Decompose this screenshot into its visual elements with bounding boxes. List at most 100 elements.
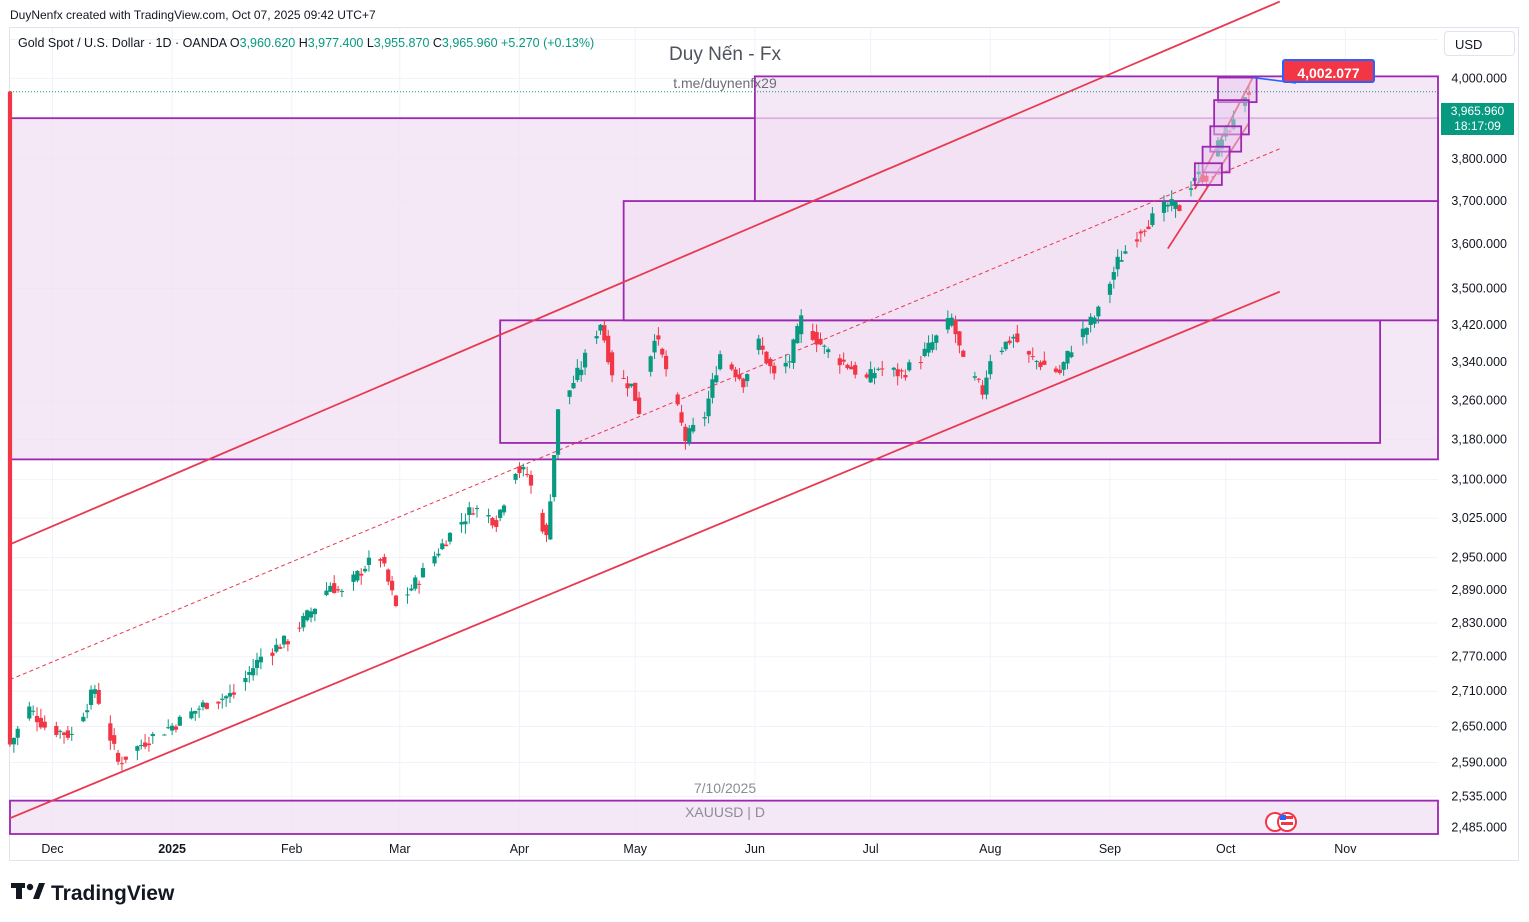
candle-body xyxy=(220,698,225,700)
candle-body xyxy=(1084,328,1089,335)
tradingview-logo[interactable]: TradingView xyxy=(11,881,174,907)
candle-body xyxy=(872,372,877,379)
us-flag-icon[interactable] xyxy=(1263,812,1303,839)
candle-body xyxy=(575,367,580,381)
currency-button[interactable]: USD xyxy=(1444,31,1515,56)
candle-body xyxy=(112,735,117,744)
candle-body xyxy=(733,369,738,377)
candle-body xyxy=(297,627,302,629)
candle-body xyxy=(1015,333,1020,343)
candle-body xyxy=(351,574,356,582)
candle-body xyxy=(544,524,549,536)
candle-body xyxy=(675,394,680,405)
candle-body xyxy=(764,351,769,364)
candle-body xyxy=(930,342,935,350)
ohlc-legend[interactable]: Gold Spot / U.S. Dollar · 1D · OANDA O3,… xyxy=(18,36,594,50)
candle-body xyxy=(65,730,70,738)
candle-body xyxy=(142,742,148,747)
candle-body xyxy=(660,348,665,355)
zone-box xyxy=(753,75,1439,202)
candle-body xyxy=(984,377,989,395)
close-value: 3,965.960 xyxy=(441,36,498,50)
candle-body xyxy=(1092,317,1097,324)
candle-body xyxy=(683,426,688,442)
x-axis-label: Feb xyxy=(281,842,303,856)
candle-body xyxy=(169,725,175,731)
candle-body xyxy=(440,543,445,550)
candle-body xyxy=(633,382,638,401)
candle-body xyxy=(150,733,155,737)
candle-body xyxy=(119,763,125,765)
candle-body xyxy=(1088,316,1093,325)
candles xyxy=(7,84,1251,771)
candle-body xyxy=(362,568,368,572)
price-annotation-label[interactable]: 4,002.077 xyxy=(1282,59,1375,83)
candle-body xyxy=(1042,360,1047,365)
candle-body xyxy=(177,716,182,726)
candle-body xyxy=(1188,188,1194,190)
candle-body xyxy=(864,374,869,378)
candle-body xyxy=(494,520,499,528)
candle-body xyxy=(934,335,939,343)
x-axis-label: Sep xyxy=(1099,842,1121,856)
candle-body xyxy=(714,375,719,383)
candle-body xyxy=(636,397,642,414)
candle-body xyxy=(899,370,904,372)
y-axis-label: 2,950.000 xyxy=(1451,551,1507,565)
watermark-title: Duy Nến - Fx xyxy=(669,44,781,65)
candle-body xyxy=(92,689,98,694)
candle-body xyxy=(420,567,426,578)
candle-body xyxy=(1142,230,1147,232)
y-axis-label: 3,600.000 xyxy=(1451,237,1507,251)
zone-box xyxy=(622,200,1439,322)
candle-body xyxy=(980,385,985,395)
candle-body xyxy=(27,706,32,719)
candle-body xyxy=(548,501,553,540)
y-axis-label: 3,260.000 xyxy=(1451,393,1507,407)
symbol-info[interactable]: Gold Spot / U.S. Dollar · 1D · OANDA xyxy=(18,36,227,50)
candle-body xyxy=(768,358,773,367)
candle-body xyxy=(34,715,40,723)
candle-body xyxy=(335,589,341,591)
y-axis-label: 2,485.000 xyxy=(1451,821,1507,835)
candle-body xyxy=(691,424,696,432)
candle-body xyxy=(953,319,958,335)
candle-body xyxy=(513,473,518,480)
candle-body xyxy=(278,646,283,649)
candle-body xyxy=(528,474,534,486)
candle-body xyxy=(1065,350,1070,364)
candle-body xyxy=(621,377,626,379)
candle-body xyxy=(525,474,530,476)
candle-body xyxy=(69,733,74,735)
candle-body xyxy=(405,594,410,596)
candle-body xyxy=(999,350,1004,353)
candle-body xyxy=(11,737,16,745)
candle-body xyxy=(301,615,306,628)
candle-body xyxy=(139,744,144,746)
candle-body xyxy=(189,711,194,719)
candle-body xyxy=(961,350,966,357)
candle-body xyxy=(108,723,113,741)
candle-body xyxy=(1111,272,1116,280)
candle-body xyxy=(810,331,815,340)
candle-body xyxy=(490,517,495,526)
candle-body xyxy=(7,91,13,745)
open-value: 3,960.620 xyxy=(239,36,296,50)
candle-body xyxy=(837,358,842,366)
watermark-date: 7/10/2025 xyxy=(693,780,757,796)
candle-body xyxy=(332,583,337,594)
candle-body xyxy=(567,390,572,397)
y-axis-label: 2,770.000 xyxy=(1451,650,1507,664)
candle-body xyxy=(247,672,252,675)
bar-countdown: 18:17:09 xyxy=(1454,119,1501,133)
candle-body xyxy=(818,338,823,345)
candle-body xyxy=(957,331,962,346)
candle-body xyxy=(579,369,584,376)
candle-body xyxy=(880,368,885,370)
candle-body xyxy=(945,318,950,330)
pattern-box xyxy=(1193,162,1223,186)
candle-body xyxy=(552,455,557,498)
candle-body xyxy=(876,368,881,370)
chart-credit: DuyNenfx created with TradingView.com, O… xyxy=(10,8,376,22)
